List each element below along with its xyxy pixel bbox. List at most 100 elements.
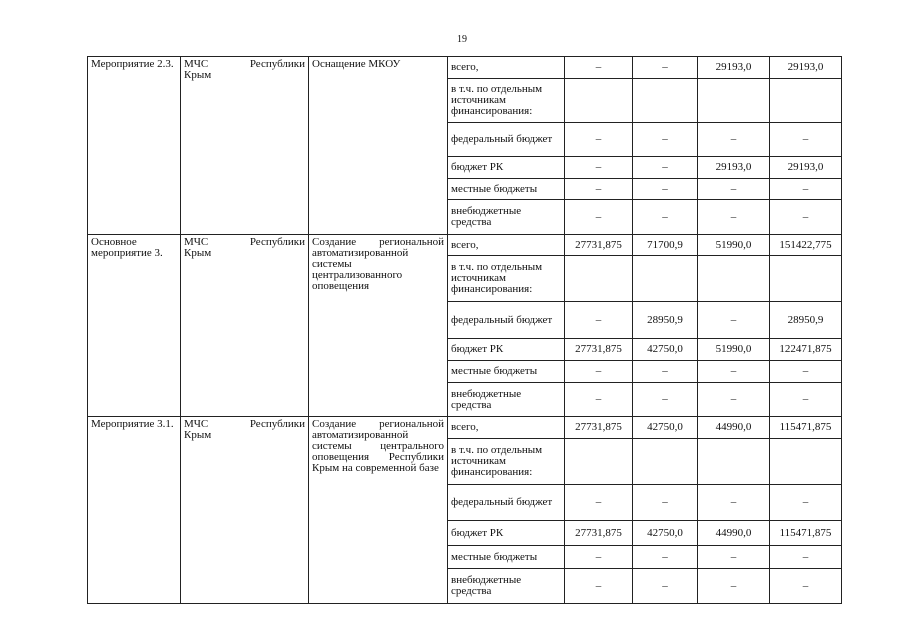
funding-value: – [632, 382, 698, 417]
funding-value: – [697, 484, 770, 521]
table-row: в т.ч. по отдельным источникам финансиро… [88, 78, 842, 123]
funding-source: внебюджетные средства [447, 568, 565, 604]
funding-value [632, 438, 698, 485]
funding-value: – [564, 484, 633, 521]
funding-value: – [769, 382, 842, 417]
funding-value [564, 78, 633, 123]
responsible-org: МЧС [184, 58, 209, 70]
funding-value: – [632, 360, 698, 383]
funding-value: – [697, 568, 770, 604]
responsible-region-name: Крым [184, 247, 212, 259]
funding-source: внебюджетные средства [447, 382, 565, 417]
funding-value: 27731,875 [564, 416, 633, 439]
funding-value: – [564, 122, 633, 157]
funding-table: Мероприятие 2.3. МЧС Республики Крым Оснащ… [87, 56, 842, 604]
funding-value: 71700,9 [632, 234, 698, 256]
funding-value: – [564, 178, 633, 200]
responsible-region: Республики [249, 58, 305, 70]
funding-value: – [632, 178, 698, 200]
funding-source: в т.ч. по отдельным источникам финансиро… [447, 78, 565, 123]
funding-source: в т.ч. по отдельным источникам финансиро… [447, 255, 565, 302]
funding-value: 51990,0 [697, 338, 770, 361]
funding-value: – [564, 56, 633, 79]
funding-value: 44990,0 [697, 416, 770, 439]
funding-value: 27731,875 [564, 520, 633, 546]
funding-value [769, 438, 842, 485]
funding-value: 42750,0 [632, 520, 698, 546]
funding-value [632, 78, 698, 123]
funding-value: 115471,875 [769, 520, 842, 546]
funding-value: 115471,875 [769, 416, 842, 439]
funding-value: – [769, 199, 842, 235]
funding-value: 29193,0 [769, 56, 842, 79]
funding-source: федеральный бюджет [447, 301, 565, 339]
funding-source: бюджет РК [447, 156, 565, 179]
funding-source: всего, [447, 416, 565, 439]
table-row: местные бюджеты – – – – [88, 360, 842, 383]
table-row: Основное мероприятие 3. МЧС Республики Кры… [87, 234, 842, 417]
funding-value: – [564, 301, 633, 339]
funding-value: – [697, 301, 770, 339]
funding-value: – [564, 156, 633, 179]
funding-value: 28950,9 [769, 301, 842, 339]
funding-value [697, 78, 770, 123]
measure-description: Оснащение МКОУ [308, 56, 448, 235]
funding-value: – [564, 382, 633, 417]
responsible-org: МЧС [184, 418, 209, 430]
funding-value: – [697, 382, 770, 417]
measure-name: Мероприятие 3.1. [87, 416, 181, 604]
funding-value: – [769, 484, 842, 521]
table-row: местные бюджеты – – – – [88, 545, 842, 569]
funding-value [769, 78, 842, 123]
table-row: местные бюджеты – – – – [88, 178, 842, 200]
table-row: Мероприятие 2.3. МЧС Республики Крым Оснащ… [87, 56, 842, 235]
funding-value: – [564, 199, 633, 235]
funding-source: федеральный бюджет [447, 484, 565, 521]
funding-value [564, 255, 633, 302]
table-row: федеральный бюджет –28950,9–28950,9 [88, 301, 842, 339]
funding-value: – [632, 484, 698, 521]
responsible-org: МЧС [184, 236, 209, 248]
table-row: внебюджетные средства – – – – [88, 568, 842, 604]
funding-value [697, 255, 770, 302]
funding-source: бюджет РК [447, 338, 565, 361]
funding-value: 27731,875 [564, 338, 633, 361]
funding-value: 122471,875 [769, 338, 842, 361]
funding-value: – [697, 199, 770, 235]
funding-source: всего, [447, 56, 565, 79]
measure-description: Создание региональной автоматизированной… [308, 234, 448, 417]
funding-source: федеральный бюджет [447, 122, 565, 157]
funding-value: – [632, 568, 698, 604]
funding-value: – [769, 568, 842, 604]
funding-value: 151422,775 [769, 234, 842, 256]
funding-value: 29193,0 [769, 156, 842, 179]
funding-value: – [564, 360, 633, 383]
funding-value: – [632, 122, 698, 157]
funding-value: 28950,9 [632, 301, 698, 339]
funding-value [769, 255, 842, 302]
funding-source: внебюджетные средства [447, 199, 565, 235]
responsible-region-name: Крым [184, 429, 212, 441]
funding-value: – [697, 545, 770, 569]
funding-value: – [769, 178, 842, 200]
funding-source: всего, [447, 234, 565, 256]
funding-value: – [632, 156, 698, 179]
responsible-region-name: Крым [184, 69, 212, 81]
funding-source: местные бюджеты [447, 178, 565, 200]
table-row: внебюджетные средства – – – – [88, 382, 842, 417]
funding-source: в т.ч. по отдельным источникам финансиро… [447, 438, 565, 485]
responsible-region: Республики [249, 418, 305, 430]
funding-value [564, 438, 633, 485]
funding-value: – [632, 545, 698, 569]
funding-value: – [632, 56, 698, 79]
funding-value: – [632, 199, 698, 235]
page-number: 19 [457, 34, 467, 45]
funding-value: 42750,0 [632, 338, 698, 361]
funding-value [697, 438, 770, 485]
funding-value: – [564, 568, 633, 604]
funding-value: 51990,0 [697, 234, 770, 256]
funding-value [632, 255, 698, 302]
measure-name: Мероприятие 2.3. [87, 56, 181, 235]
funding-value: 29193,0 [697, 56, 770, 79]
funding-value: – [697, 360, 770, 383]
